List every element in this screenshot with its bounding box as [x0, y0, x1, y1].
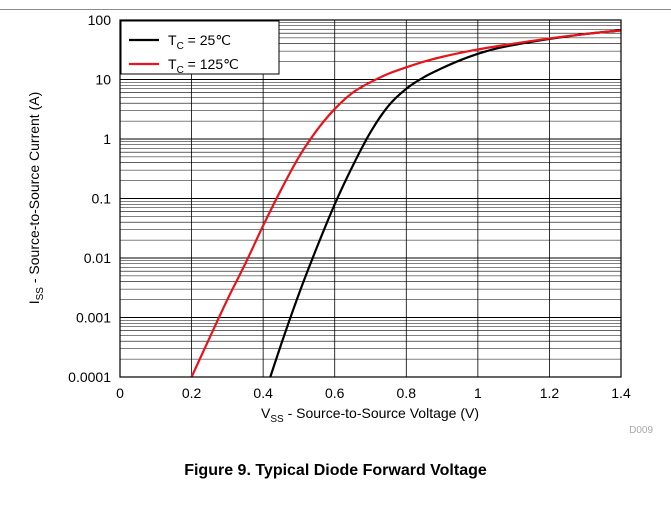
x-tick-label: 1.4	[611, 385, 631, 401]
series-line-1	[269, 29, 622, 378]
x-tick-label: 0.4	[253, 385, 273, 401]
legend-box	[120, 20, 280, 75]
y-tick-label: 0.01	[84, 250, 111, 266]
legend-label: TC = 25℃	[168, 32, 231, 52]
plot-frame	[119, 19, 622, 378]
x-tick-label: 1	[474, 385, 482, 401]
series-group	[190, 29, 622, 378]
figure-caption: Figure 9. Typical Diode Forward Voltage	[184, 462, 487, 479]
x-tick-label: 0.6	[325, 385, 345, 401]
x-axis-label: VSS - Source-to-Source Voltage (V)	[261, 405, 479, 425]
x-tick-label: 1.2	[540, 385, 560, 401]
y-tick-label: 10	[95, 72, 111, 88]
y-tick-label: 0.001	[76, 310, 111, 326]
legend-label: TC = 125℃	[168, 56, 239, 76]
x-tick-label: 0	[116, 385, 124, 401]
x-tick-label: 0.8	[397, 385, 417, 401]
figure-code: D009	[629, 425, 653, 436]
x-tick-label: 0.2	[182, 385, 202, 401]
y-axis-label: ISS - Source-to-Source Current (A)	[26, 92, 46, 305]
y-tick-label: 0.1	[92, 191, 112, 207]
y-tick-label: 0.0001	[68, 369, 111, 385]
top-rule	[0, 9, 671, 10]
y-tick-label: 100	[88, 12, 112, 28]
series-line-2	[190, 29, 622, 378]
legend: TC = 25℃ TC = 125℃	[120, 20, 280, 76]
y-tick-labels: 0.0001 0.001 0.01 0.1 1 10 100	[68, 12, 111, 385]
grid	[119, 20, 622, 378]
y-tick-label: 1	[103, 131, 111, 147]
x-tick-labels: 0 0.2 0.4 0.6 0.8 1 1.2 1.4	[116, 385, 631, 401]
